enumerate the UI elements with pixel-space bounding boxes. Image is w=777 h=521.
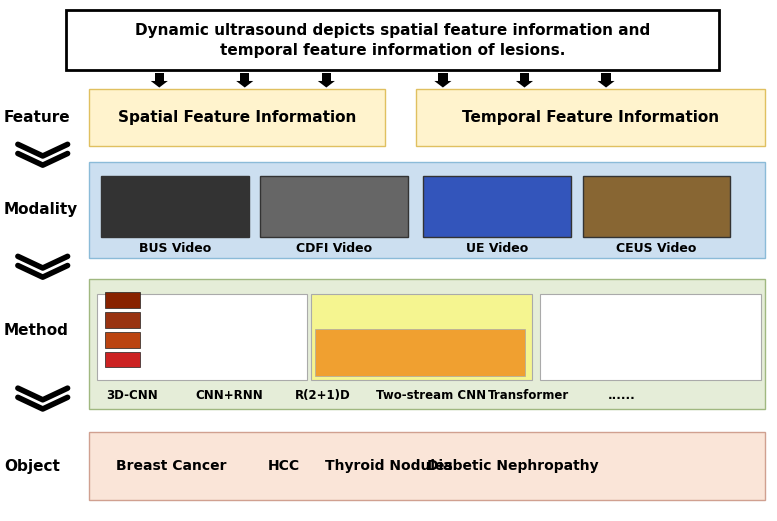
Text: Temporal Feature Information: Temporal Feature Information — [462, 110, 719, 125]
Polygon shape — [151, 81, 168, 88]
Bar — [520, 73, 529, 81]
Bar — [423, 176, 571, 237]
Bar — [105, 352, 140, 367]
Bar — [105, 332, 140, 348]
Polygon shape — [516, 81, 533, 88]
Bar — [101, 176, 249, 237]
Text: Object: Object — [4, 459, 60, 474]
Text: BUS Video: BUS Video — [139, 242, 211, 255]
Text: 3D-CNN: 3D-CNN — [106, 390, 158, 402]
Bar — [311, 294, 532, 380]
Text: R(2+1)D: R(2+1)D — [294, 390, 350, 402]
Bar — [89, 432, 765, 500]
Bar — [416, 89, 765, 146]
Bar — [89, 279, 765, 409]
Bar — [260, 176, 408, 237]
Text: CDFI Video: CDFI Video — [296, 242, 372, 255]
Bar — [583, 176, 730, 237]
Bar — [322, 73, 331, 81]
Polygon shape — [236, 81, 253, 88]
Text: HCC: HCC — [267, 460, 300, 473]
Bar — [97, 294, 307, 380]
Bar — [315, 329, 525, 376]
Bar — [601, 73, 611, 81]
Text: Thyroid Nodules: Thyroid Nodules — [325, 460, 452, 473]
Bar — [438, 73, 448, 81]
Text: Diabetic Nephropathy: Diabetic Nephropathy — [427, 460, 598, 473]
Text: ......: ...... — [608, 390, 636, 402]
Text: CNN+RNN: CNN+RNN — [195, 390, 263, 402]
Bar — [155, 73, 164, 81]
Text: Two-stream CNN: Two-stream CNN — [376, 390, 486, 402]
Text: Breast Cancer: Breast Cancer — [116, 460, 226, 473]
Text: CEUS Video: CEUS Video — [616, 242, 697, 255]
Text: Feature: Feature — [4, 110, 71, 125]
Text: Transformer: Transformer — [488, 390, 569, 402]
Polygon shape — [318, 81, 335, 88]
Bar — [540, 294, 761, 380]
Text: Spatial Feature Information: Spatial Feature Information — [118, 110, 356, 125]
Bar — [89, 89, 385, 146]
Text: Dynamic ultrasound depicts spatial feature information and
temporal feature info: Dynamic ultrasound depicts spatial featu… — [134, 23, 650, 58]
Bar — [105, 292, 140, 308]
Polygon shape — [598, 81, 615, 88]
Text: Modality: Modality — [4, 202, 78, 217]
Text: UE Video: UE Video — [466, 242, 528, 255]
Polygon shape — [434, 81, 451, 88]
Bar — [89, 162, 765, 258]
Bar — [66, 10, 719, 70]
Text: Method: Method — [4, 324, 68, 338]
Bar — [240, 73, 249, 81]
Bar — [105, 312, 140, 328]
